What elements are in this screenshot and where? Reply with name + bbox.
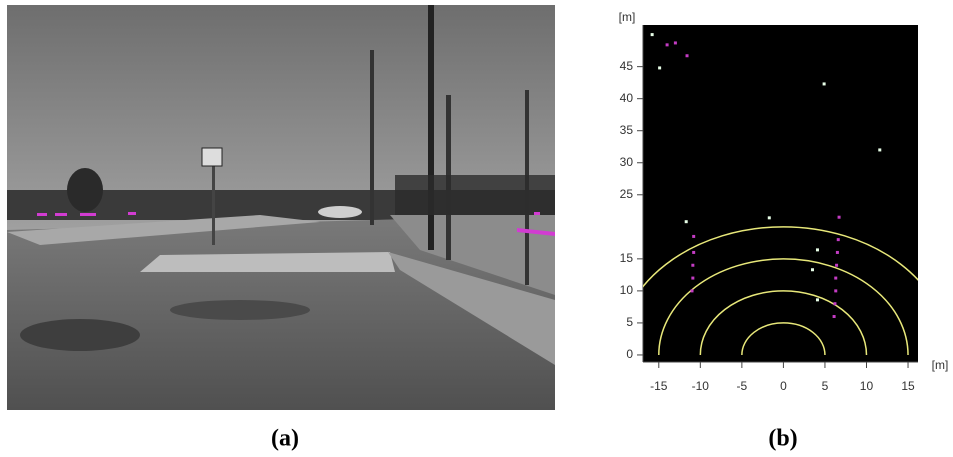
point: [658, 66, 661, 69]
x-axis-label: [m]: [932, 358, 949, 372]
y-tick-label: 15: [620, 251, 634, 265]
point: [685, 220, 688, 223]
point: [838, 216, 841, 219]
point: [833, 302, 836, 305]
plot-area: [643, 25, 918, 362]
x-tick-label: 10: [860, 379, 874, 393]
point: [816, 248, 819, 251]
x-tick-label: -5: [737, 379, 748, 393]
y-tick-label: 35: [620, 123, 634, 137]
photo: [7, 5, 555, 410]
y-tick-label: 5: [626, 315, 633, 329]
point: [666, 43, 669, 46]
point: [691, 289, 694, 292]
x-tick-label: 0: [780, 379, 787, 393]
x-tick-label: -15: [650, 379, 668, 393]
caption: (b): [768, 426, 797, 452]
point: [835, 264, 838, 267]
y-tick-label: 40: [620, 91, 634, 105]
point: [768, 216, 771, 219]
y-tick-label: 0: [626, 347, 633, 361]
point: [691, 277, 694, 280]
y-tick-label: 10: [620, 283, 634, 297]
point: [833, 315, 836, 318]
point: [686, 54, 689, 57]
y-tick-label: 30: [620, 155, 634, 169]
point: [823, 82, 826, 85]
caption: (a): [271, 426, 299, 452]
x-tick-label: -10: [692, 379, 710, 393]
point: [878, 148, 881, 151]
y-tick-label: 25: [620, 187, 634, 201]
figure: [m] [m] -15 -10 -5 0 5 10 15 0 5 10 15 25 30 35 40 45 (…: [0, 0, 953, 457]
point: [674, 41, 677, 44]
y-tick-label: 45: [620, 59, 634, 73]
point: [811, 268, 814, 271]
chart: [m] [m] -15 -10 -5 0 5 10 15 0 5 10 15 25 30 35 40 45: [617, 10, 949, 393]
point: [816, 298, 819, 301]
point: [836, 251, 839, 254]
point: [691, 264, 694, 267]
point: [692, 235, 695, 238]
point: [651, 33, 654, 36]
point: [834, 289, 837, 292]
point: [837, 238, 840, 241]
point: [692, 251, 695, 254]
x-tick-label: 5: [822, 379, 829, 393]
point: [834, 277, 837, 280]
x-tick-label: 15: [901, 379, 915, 393]
y-axis-label: [m]: [619, 10, 636, 24]
